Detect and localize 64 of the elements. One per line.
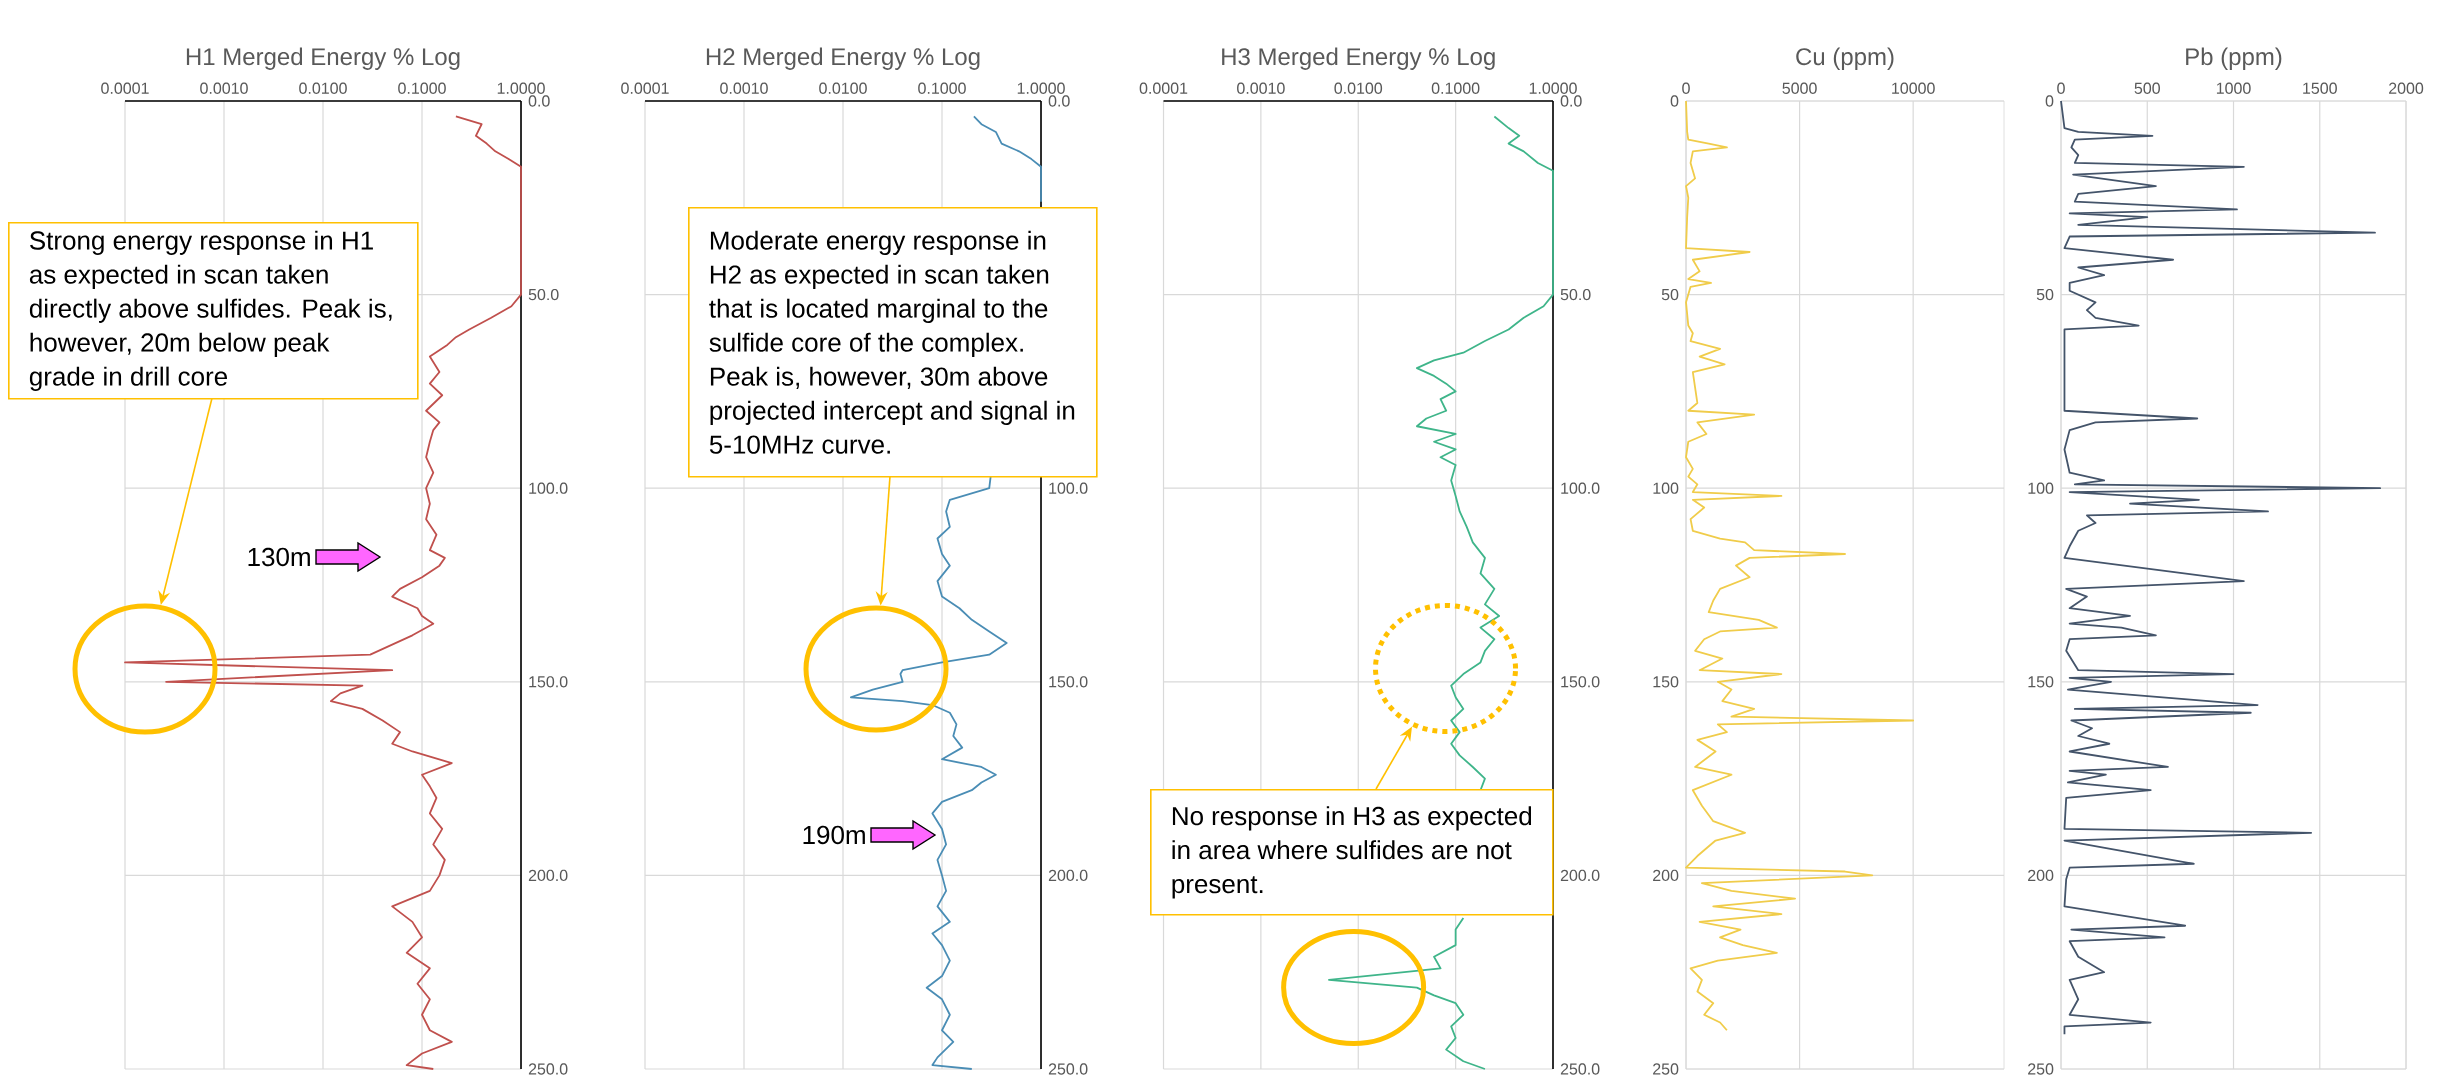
y-tick-label: 150.0 <box>1561 676 1600 688</box>
chart-title: H3 Merged Energy % Log <box>1222 47 1495 70</box>
chart-title: H2 Merged Energy % Log <box>706 47 980 70</box>
x-tick-label: 1500 <box>2303 82 2337 94</box>
y-tick-label: 150.0 <box>1049 676 1088 688</box>
y-tick-label: 50 <box>1661 288 1679 301</box>
x-tick-label: 10000 <box>1892 82 1935 94</box>
y-tick-label: 250 <box>1653 1063 1679 1075</box>
x-tick-label: 0 <box>2057 82 2065 94</box>
y-tick-label: 0.0 <box>1048 95 1070 107</box>
x-tick-label: 0.1000 <box>398 82 446 94</box>
x-tick-label: 0.0100 <box>299 82 347 94</box>
x-tick-label: 0.0010 <box>1237 82 1285 94</box>
y-tick-label: 250.0 <box>528 1063 568 1075</box>
annotation: 130m <box>248 547 310 567</box>
x-tick-label: 1.0000 <box>1529 82 1577 94</box>
annotation: Strong energy response in H1 as expected in scan taken directly above sulfides. Peak is, however, 20m below peak grade in drill core <box>29 230 392 391</box>
y-tick-label: 250.0 <box>1048 1063 1088 1075</box>
x-tick-label: 1000 <box>2216 82 2251 94</box>
x-tick-label: 0.1000 <box>918 82 966 94</box>
y-tick-label: 150 <box>2028 676 2054 688</box>
y-tick-label: 150 <box>1653 676 1679 688</box>
annotation: 190m <box>803 825 865 845</box>
annotation: No response in H3 as expected in area where sulfides are not present. <box>1172 806 1532 899</box>
y-tick-label: 200.0 <box>528 869 568 882</box>
x-tick-label: 0.1000 <box>1431 82 1480 94</box>
chart-title: H1 Merged Energy % Log <box>186 47 460 70</box>
x-tick-label: 1.0000 <box>1017 82 1065 94</box>
line-series <box>2060 100 2382 1036</box>
y-tick-label: 0.0 <box>1560 95 1582 107</box>
y-tick-label: 50.0 <box>1560 288 1591 301</box>
line-series <box>1685 100 1915 1032</box>
y-tick-label: 50 <box>2036 288 2054 301</box>
y-tick-label: 50.0 <box>528 288 559 301</box>
y-tick-label: 0.0 <box>528 95 550 107</box>
y-tick-label: 100.0 <box>1049 482 1088 494</box>
y-tick-label: 200 <box>2028 869 2054 882</box>
chart-title: Cu (ppm) <box>1796 47 1894 70</box>
x-tick-label: 1.0000 <box>497 82 545 94</box>
y-tick-label: 100 <box>2028 482 2054 494</box>
y-tick-label: 0 <box>2045 95 2054 107</box>
annotation: Moderate energy response in H2 as expected in scan taken that is located marginal to the sulfide core of the complex. Peak is, however, 30m above projected intercept and signal in 5-10MHz curve. <box>709 230 1075 454</box>
y-tick-label: 0 <box>1670 95 1679 107</box>
x-tick-label: 500 <box>2134 82 2160 94</box>
y-tick-label: 100 <box>1653 482 1679 494</box>
x-tick-label: 0.0010 <box>200 82 248 94</box>
y-tick-label: 150.0 <box>529 676 568 688</box>
y-tick-label: 200.0 <box>1048 869 1088 882</box>
x-tick-label: 5000 <box>1782 82 1817 94</box>
y-tick-label: 250 <box>2028 1063 2054 1075</box>
x-tick-label: 0.0010 <box>720 82 768 94</box>
y-tick-label: 250.0 <box>1560 1063 1600 1075</box>
x-tick-label: 2000 <box>2389 82 2424 94</box>
chart-title: Pb (ppm) <box>2186 47 2282 70</box>
y-tick-label: 100.0 <box>529 482 568 494</box>
x-tick-label: 0.0100 <box>819 82 867 94</box>
x-tick-label: 0.0001 <box>621 82 669 94</box>
x-tick-label: 0.0100 <box>1334 82 1383 94</box>
x-tick-label: 0 <box>1682 82 1690 94</box>
x-tick-label: 0.0001 <box>101 82 149 94</box>
y-tick-label: 100.0 <box>1561 482 1600 494</box>
y-tick-label: 200 <box>1653 869 1679 882</box>
x-tick-label: 0.0001 <box>1139 82 1188 94</box>
y-tick-label: 200.0 <box>1560 869 1600 882</box>
